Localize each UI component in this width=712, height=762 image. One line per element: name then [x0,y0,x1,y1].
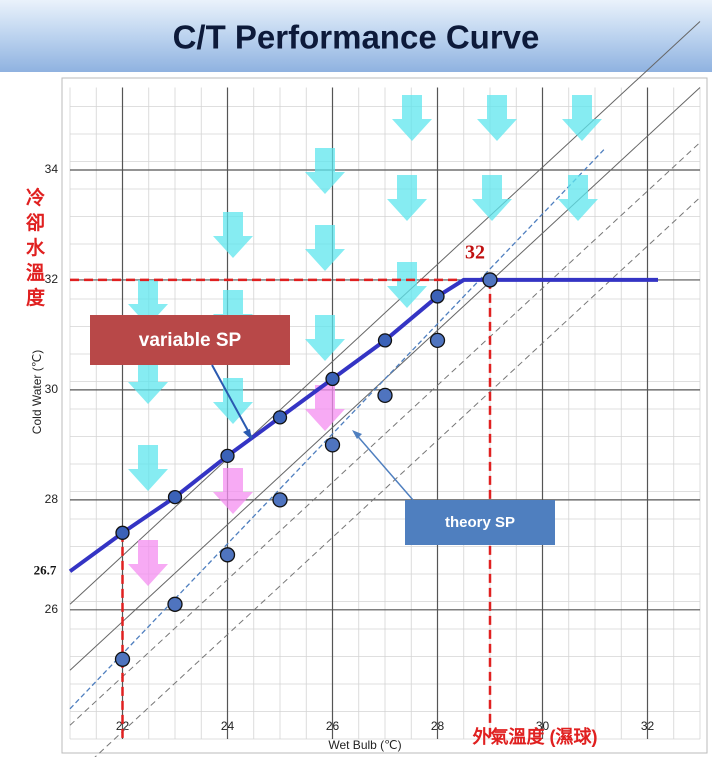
y-axis-label-zh: 冷卻水溫度 [23,186,46,312]
point [115,525,130,540]
point [325,371,340,387]
pointer [211,364,253,439]
cooling-arrow [305,148,345,194]
point [429,332,446,349]
performance-curve [69,142,701,726]
legend-box [90,315,290,365]
cooling-arrow [213,378,253,424]
plot: 22 24 26 28 30 32 26 28 30 32 34 32 26.7 variable SP t… [23,21,701,762]
point [430,289,445,304]
y-axis-label: Cold Water (℃) [30,350,44,434]
legend-label: variable SP [139,330,242,351]
cooling-arrow [387,262,427,308]
y-tick-label: 30 [45,382,59,396]
cooling-arrow [562,95,602,141]
x-tick-label: 30 [536,719,550,733]
point [377,387,393,404]
performance-curve [69,21,701,605]
cooling-arrow [392,95,432,141]
setpoint-arrow [305,385,345,431]
point [167,596,183,612]
cooling-arrow [128,358,168,404]
y-tick-label: 34 [45,162,59,176]
cooling-arrow [213,212,253,258]
x-tick-label: 28 [431,719,445,733]
pointer-head [243,429,252,440]
legend-label: theory SP [445,514,515,531]
plot-frame [61,77,708,754]
chart-title: C/T Performance Curve [173,19,540,56]
annotation: 26.7 [34,562,57,577]
point [219,547,236,563]
x-axis-label: Wet Bulb (℃) [328,738,401,752]
x-axis-label-zh: 外氣溫度 (濕球) [473,726,598,747]
legend-box [405,500,555,545]
setpoint-arrow [213,468,253,514]
pointer [353,431,414,501]
point [377,333,393,348]
cooling-arrow [305,315,345,361]
pointer-head [352,430,362,439]
setpoint-arrow [128,540,168,586]
point [324,437,341,453]
point [272,410,288,425]
theory-guide [69,147,606,710]
title-banner [0,0,712,72]
point [167,489,183,505]
x-tick-label: 22 [116,719,130,733]
cooling-arrow [558,175,598,221]
point [272,492,288,508]
point [482,272,498,288]
performance-curve [88,197,701,762]
point [114,651,131,667]
cooling-arrow [477,95,517,141]
cooling-arrow [305,225,345,271]
point [220,448,235,464]
x-tick-label: 32 [641,719,655,733]
y-tick-label: 26 [45,602,59,616]
cooling-arrow [128,280,168,326]
x-tick-label: 26 [326,719,340,733]
cooling-arrow [387,175,427,221]
annotation: 32 [465,242,485,264]
x-tick-label: 24 [221,719,235,733]
cooling-arrow [472,175,512,221]
y-tick-label: 32 [45,272,59,286]
y-tick-label: 28 [45,492,59,506]
cooling-arrow [128,445,168,491]
